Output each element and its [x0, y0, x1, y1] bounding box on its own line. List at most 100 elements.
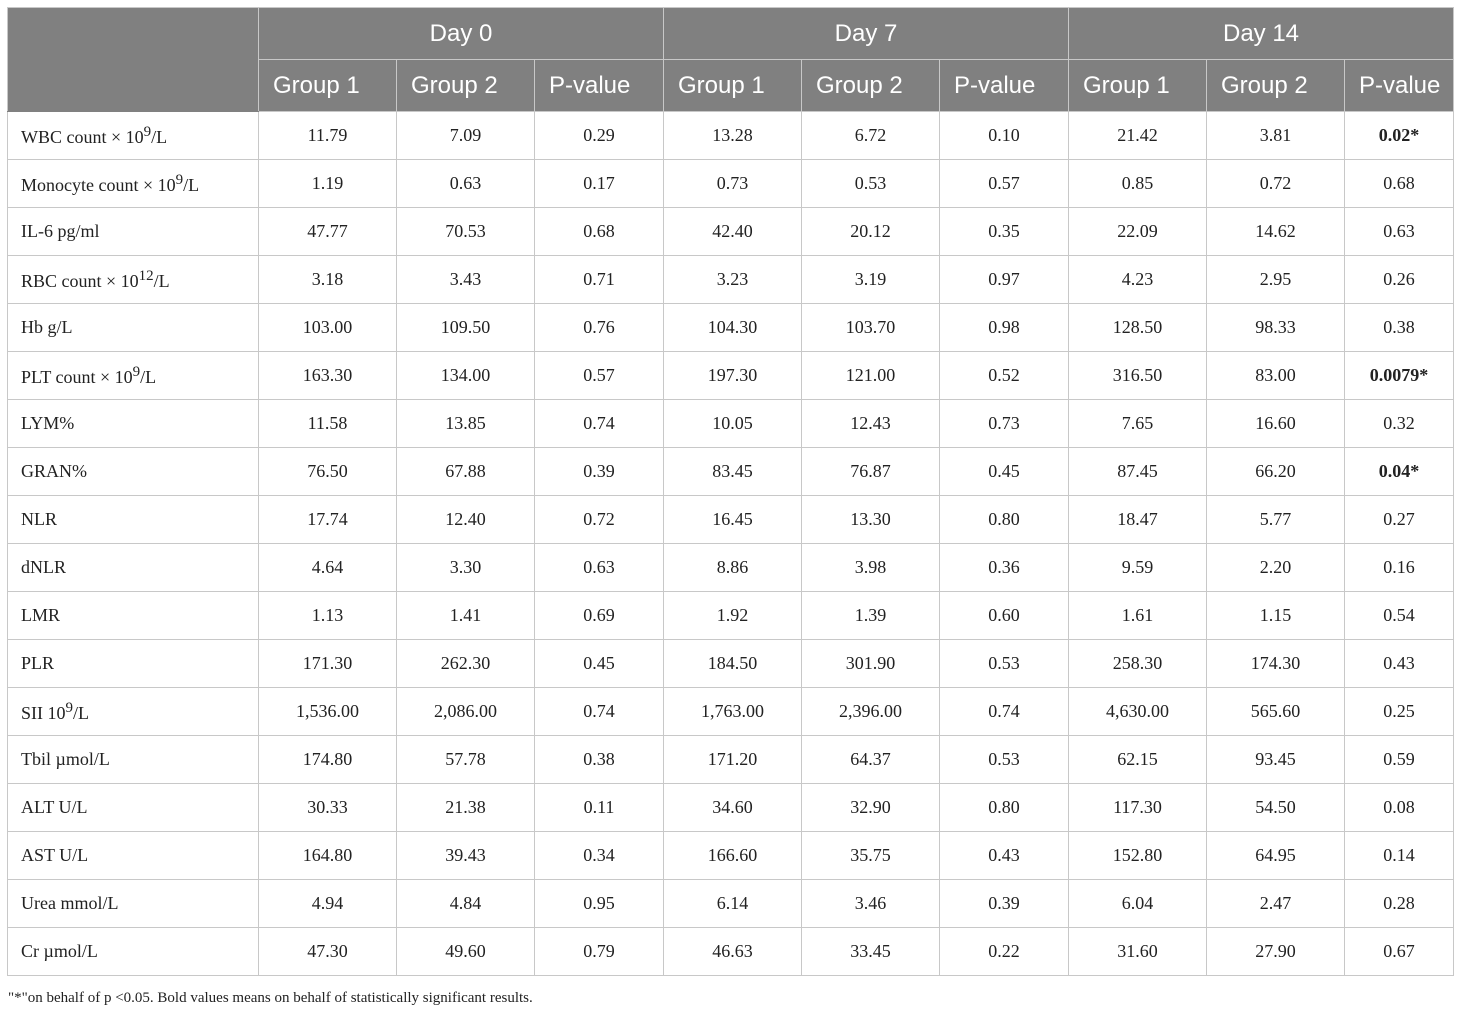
- row-label-text: dNLR: [21, 557, 66, 577]
- value-cell: 67.88: [396, 447, 535, 496]
- p-value-cell: 0.74: [534, 687, 664, 736]
- row-label-unit: /L: [153, 270, 170, 291]
- p-value-cell: 0.79: [534, 927, 664, 976]
- value-cell: 7.09: [396, 111, 535, 160]
- value-cell: 1.19: [258, 159, 397, 208]
- table-row: LYM% 11.58 13.85 0.74 10.05 12.43 0.73 7.65 16.6…: [7, 399, 1455, 448]
- value-cell: 76.87: [801, 447, 940, 496]
- value-cell: 93.45: [1206, 735, 1345, 784]
- p-value-cell: 0.69: [534, 591, 664, 640]
- row-label-unit: /L: [73, 702, 89, 723]
- row-label: AST U/L: [7, 831, 259, 880]
- table-row: ALT U/L 30.33 21.38 0.11 34.60 32.90 0.80 117.3…: [7, 783, 1455, 832]
- p-value-cell: 0.02*: [1343, 111, 1455, 160]
- row-label: GRAN%: [7, 447, 259, 496]
- value-cell: 1,763.00: [663, 687, 802, 736]
- p-value-cell: 0.32: [1343, 399, 1455, 448]
- value-cell: 13.30: [801, 495, 940, 544]
- value-cell: 7.65: [1068, 399, 1207, 448]
- value-cell: 10.05: [663, 399, 802, 448]
- column-header: P-value: [1343, 59, 1455, 112]
- column-header: Group 2: [801, 59, 940, 112]
- value-cell: 32.90: [801, 783, 940, 832]
- value-cell: 83.00: [1206, 351, 1345, 400]
- p-value-cell: 0.34: [534, 831, 664, 880]
- p-value-cell: 0.0079*: [1343, 351, 1455, 400]
- row-label-text: Tbil µmol/L: [21, 749, 110, 769]
- column-header: Group 2: [1206, 59, 1345, 112]
- value-cell: 66.20: [1206, 447, 1345, 496]
- value-cell: 2.20: [1206, 543, 1345, 592]
- value-cell: 1,536.00: [258, 687, 397, 736]
- value-cell: 565.60: [1206, 687, 1345, 736]
- column-header: Group 2: [396, 59, 535, 112]
- row-label-text: RBC count × 10: [21, 270, 139, 291]
- value-cell: 1.61: [1068, 591, 1207, 640]
- value-cell: 31.60: [1068, 927, 1207, 976]
- value-cell: 70.53: [396, 207, 535, 256]
- p-value-cell: 0.38: [1343, 303, 1455, 352]
- value-cell: 0.73: [663, 159, 802, 208]
- p-value-cell: 0.43: [939, 831, 1069, 880]
- p-value-cell: 0.22: [939, 927, 1069, 976]
- value-cell: 316.50: [1068, 351, 1207, 400]
- value-cell: 258.30: [1068, 639, 1207, 688]
- row-label: Cr µmol/L: [7, 927, 259, 976]
- value-cell: 27.90: [1206, 927, 1345, 976]
- row-label: Monocyte count × 109/L: [7, 159, 259, 208]
- header-row-days: Day 0 Day 7 Day 14: [7, 7, 1455, 112]
- p-value-cell: 0.59: [1343, 735, 1455, 784]
- column-header: P-value: [939, 59, 1069, 112]
- value-cell: 64.95: [1206, 831, 1345, 880]
- table-row: NLR 17.74 12.40 0.72 16.45 13.30 0.80 18.47 5.77…: [7, 495, 1455, 544]
- p-value-cell: 0.35: [939, 207, 1069, 256]
- row-label-text: ALT U/L: [21, 797, 88, 817]
- row-label-unit: /L: [183, 174, 200, 195]
- p-value-cell: 0.39: [939, 879, 1069, 928]
- p-value-cell: 0.80: [939, 495, 1069, 544]
- row-label: LMR: [7, 591, 259, 640]
- row-label-unit: /L: [151, 126, 168, 147]
- value-cell: 1.92: [663, 591, 802, 640]
- p-value-cell: 0.53: [939, 735, 1069, 784]
- value-cell: 171.20: [663, 735, 802, 784]
- value-cell: 33.45: [801, 927, 940, 976]
- value-cell: 64.37: [801, 735, 940, 784]
- value-cell: 83.45: [663, 447, 802, 496]
- table-row: PLT count × 109/L 163.30 134.00 0.57 197.30 1…: [7, 351, 1455, 400]
- table-row: GRAN% 76.50 67.88 0.39 83.45 76.87 0.45 87.45 66…: [7, 447, 1455, 496]
- p-value-cell: 0.38: [534, 735, 664, 784]
- value-cell: 12.40: [396, 495, 535, 544]
- value-cell: 87.45: [1068, 447, 1207, 496]
- value-cell: 13.28: [663, 111, 802, 160]
- p-value-cell: 0.57: [534, 351, 664, 400]
- table-row: PLR 171.30 262.30 0.45 184.50 301.90 0.53 258.3…: [7, 639, 1455, 688]
- row-label: NLR: [7, 495, 259, 544]
- value-cell: 1.41: [396, 591, 535, 640]
- row-label-exponent: 9: [65, 699, 74, 716]
- value-cell: 34.60: [663, 783, 802, 832]
- p-value-cell: 0.52: [939, 351, 1069, 400]
- p-value-cell: 0.95: [534, 879, 664, 928]
- results-table: Day 0 Day 7 Day 14 Group 1 Group 2 P-val…: [7, 7, 1455, 976]
- p-value-cell: 0.68: [534, 207, 664, 256]
- row-label: PLR: [7, 639, 259, 688]
- row-label-text: Cr µmol/L: [21, 941, 98, 961]
- p-value-cell: 0.28: [1343, 879, 1455, 928]
- value-cell: 3.43: [396, 255, 535, 304]
- table-row: Cr µmol/L 47.30 49.60 0.79 46.63 33.45 0.22 31.…: [7, 927, 1455, 976]
- p-value-cell: 0.39: [534, 447, 664, 496]
- value-cell: 47.77: [258, 207, 397, 256]
- day-header: Day 14: [1067, 7, 1455, 60]
- value-cell: 163.30: [258, 351, 397, 400]
- p-value-cell: 0.04*: [1343, 447, 1455, 496]
- value-cell: 30.33: [258, 783, 397, 832]
- table-body: WBC count × 109/L 11.79 7.09 0.29 13.28 6.72 0…: [7, 111, 1455, 976]
- p-value-cell: 0.60: [939, 591, 1069, 640]
- row-label: LYM%: [7, 399, 259, 448]
- value-cell: 109.50: [396, 303, 535, 352]
- value-cell: 104.30: [663, 303, 802, 352]
- column-header: Group 1: [258, 59, 397, 112]
- column-header: Group 1: [1068, 59, 1207, 112]
- p-value-cell: 0.97: [939, 255, 1069, 304]
